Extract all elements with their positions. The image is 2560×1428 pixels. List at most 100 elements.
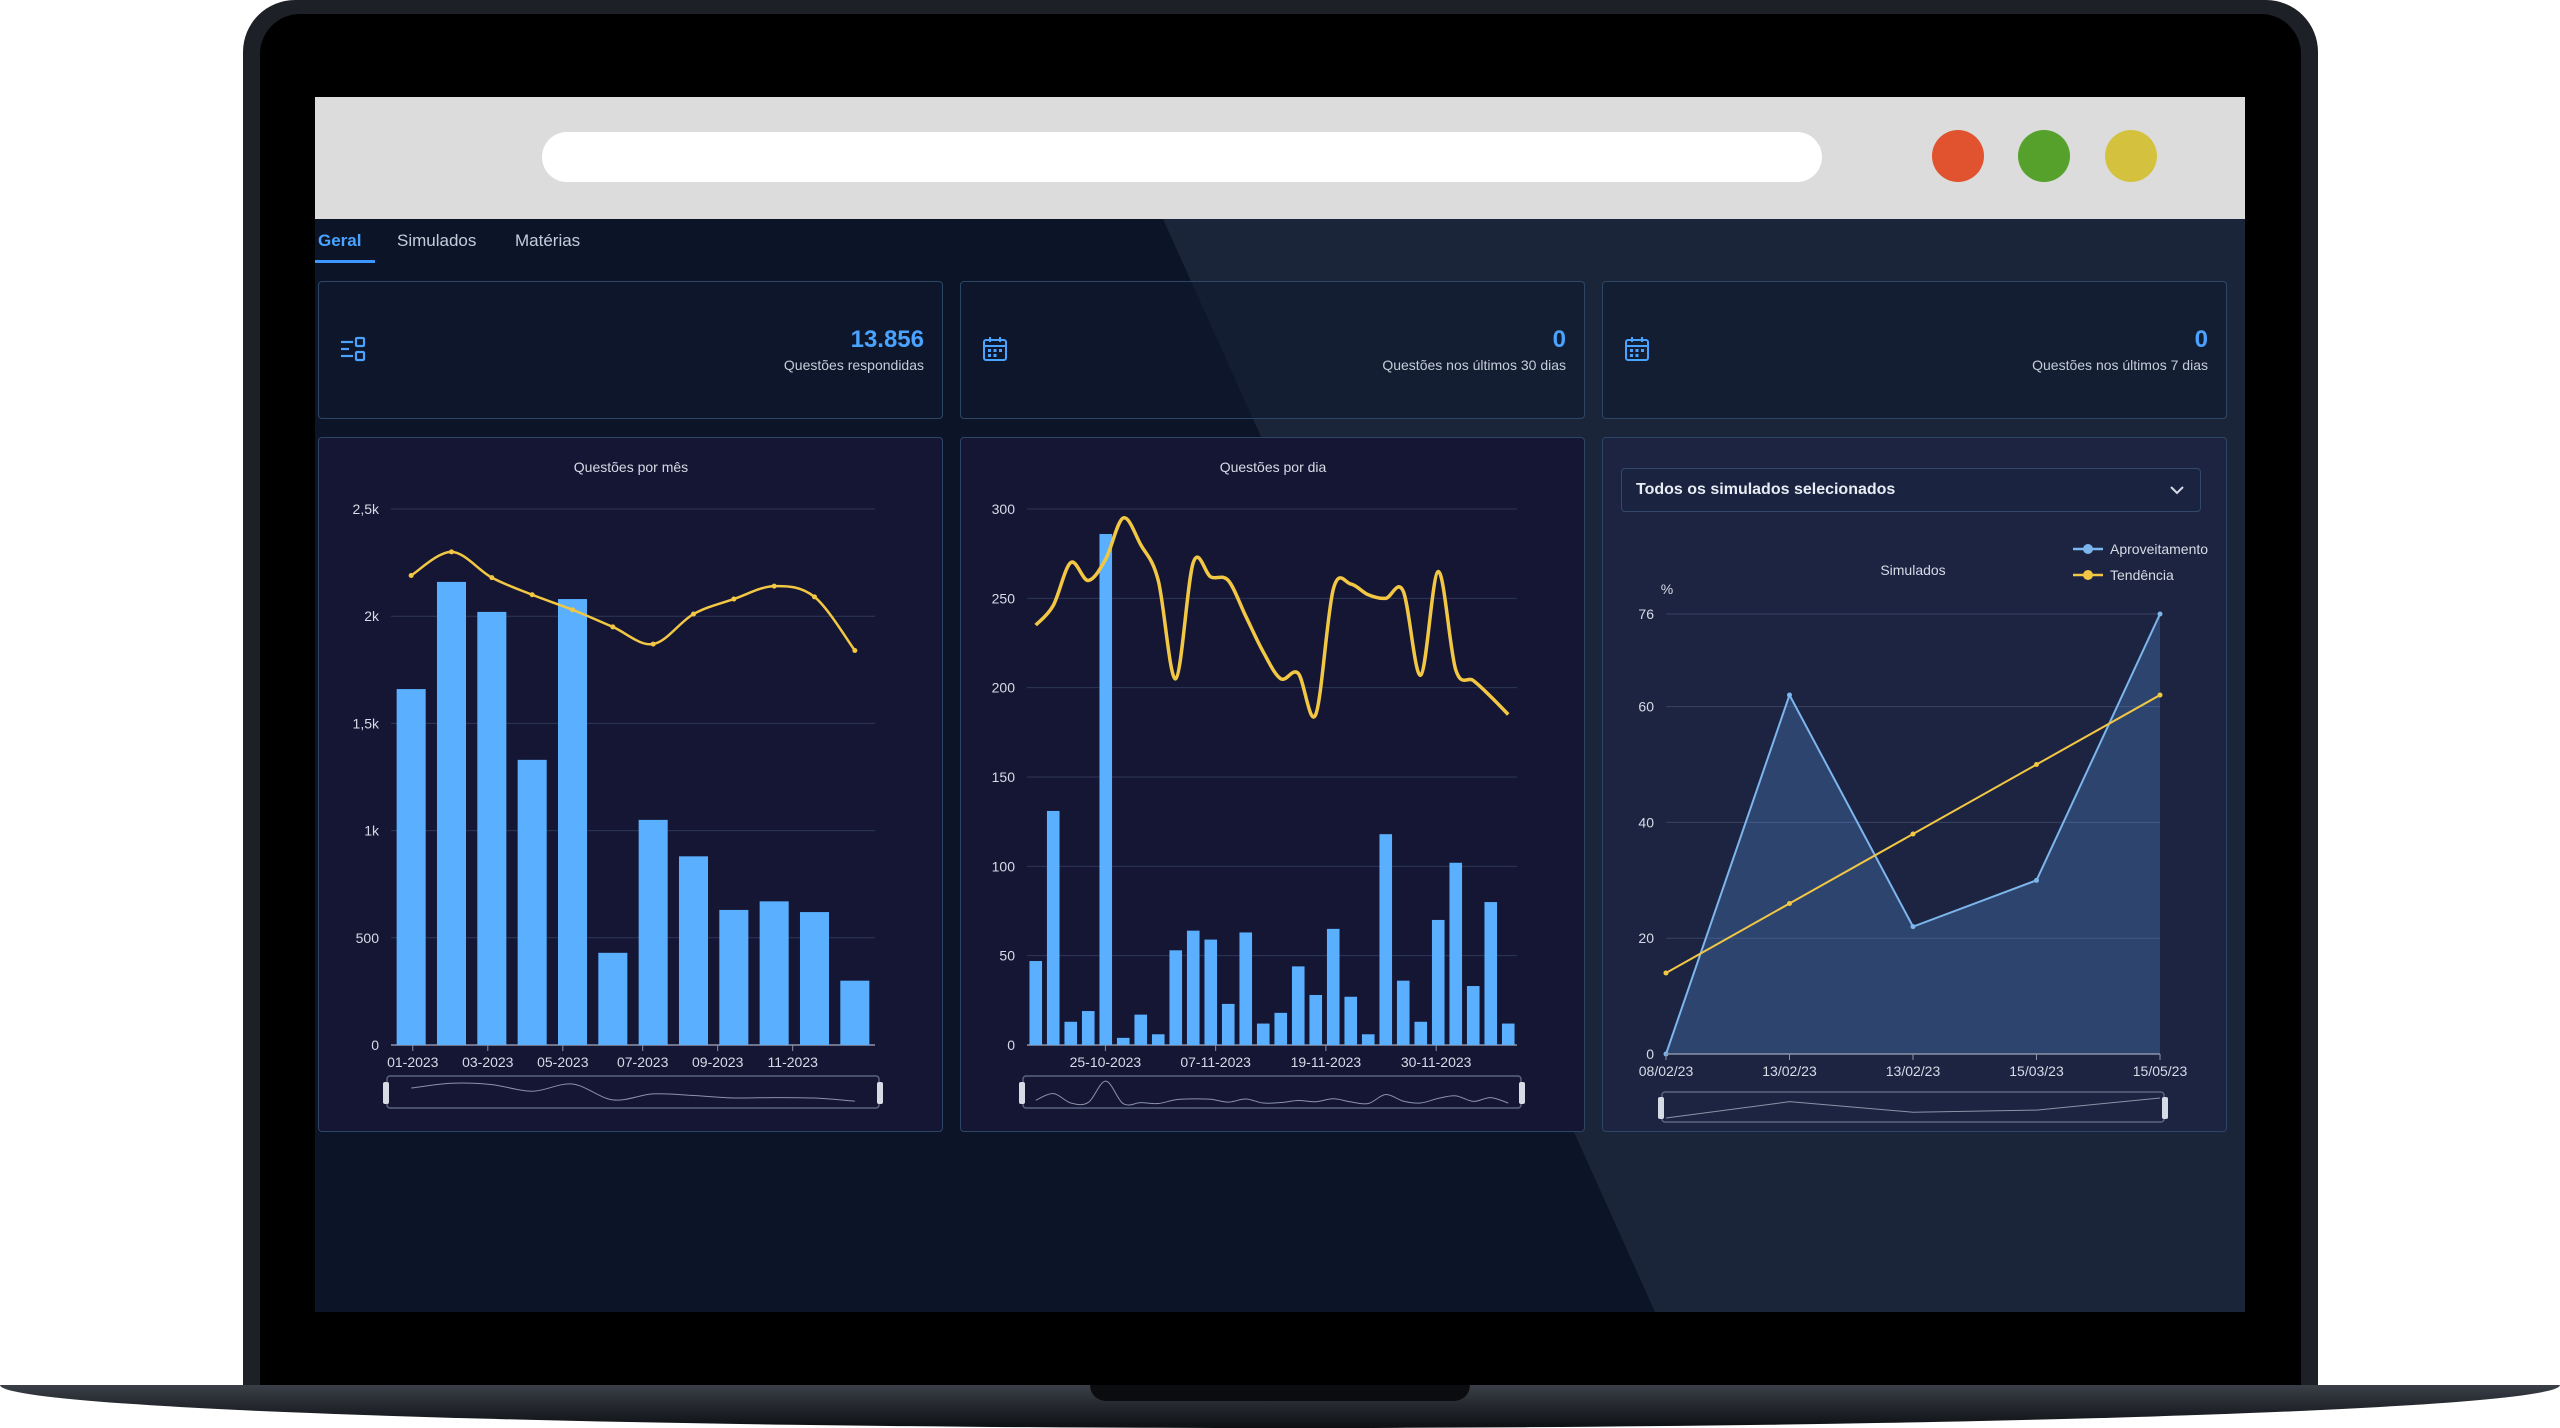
y-tick-label: 1k [364,823,380,839]
x-tick-label: 07-11-2023 [1180,1054,1251,1070]
stat-label: Questões nos últimos 7 dias [2032,357,2208,373]
y-tick-label: 200 [992,680,1016,696]
zoom-slider-track [1661,1091,2165,1123]
bar [1344,996,1358,1045]
aproveitamento-area [1666,614,2160,1054]
bar [598,952,628,1045]
chart-card-daily: Questões por dia 0 50 100 150 200 250 300 25-10-… [960,437,1585,1132]
bar [1484,902,1498,1045]
bar [1379,834,1393,1045]
x-tick-label: 15/05/23 [2133,1063,2188,1079]
chart-title: Simulados [1880,562,1945,578]
x-tick-label: 30-11-2023 [1401,1054,1472,1070]
trend-line [410,550,856,652]
bar [1256,1023,1270,1045]
bar [799,912,830,1045]
trend-point [771,583,777,589]
tab-simulados[interactable]: Simulados [397,231,477,250]
monthly-questions-chart: Questões por mês 0 500 1k 1,5k 2k 2,5k 01-2023 0… [353,459,883,1109]
bar [1274,1012,1288,1045]
chart-title: Questões por mês [574,459,688,475]
trend-point [408,572,414,578]
bar [638,819,668,1045]
zoom-slider-preview [1665,1097,2161,1119]
trend-point [731,596,737,602]
tendencia-point [1910,831,1916,837]
bar [1204,939,1218,1045]
trend-point [650,641,656,647]
tendencia-point [2157,692,2163,698]
y-tick-label: 60 [1638,699,1654,715]
trend-point [812,594,817,600]
bar [1169,950,1183,1045]
chevron-down-icon [2170,486,2184,495]
tendencia-point [1787,900,1792,906]
x-tick-label: 05-2023 [537,1054,589,1070]
x-tick-label: 08/02/23 [1639,1063,1694,1079]
x-tick-label: 09-2023 [692,1054,744,1070]
bar [1466,986,1480,1045]
zoom-slider-handle [1019,1082,1025,1104]
address-bar[interactable] [542,132,1822,182]
chart-card-simulados: Todos os simulados selecionados Simulado… [1602,437,2227,1132]
bar [719,909,749,1045]
tendencia-point [1663,970,1669,976]
zoom-slider-preview [411,1082,855,1102]
bar [1116,1037,1130,1045]
bar [1501,1023,1515,1045]
minimize-window-button[interactable] [2105,130,2157,182]
aproveitamento-point [2034,877,2039,883]
trend-point [610,624,616,630]
zoom-slider-handle [877,1082,883,1104]
stat-label: Questões nos últimos 30 dias [1382,357,1566,373]
bar [1309,994,1323,1045]
aproveitamento-point [2157,611,2163,617]
calendar-icon [983,337,1007,361]
x-tick-label: 11-2023 [768,1054,819,1070]
tab-geral[interactable]: Geral [318,231,362,250]
y-tick-label: 2,5k [353,501,380,517]
simulado-select-value: Todos os simulados selecionados [1636,481,1896,498]
screen: Geral Simulados Matérias 13.856 Questões… [315,97,2245,1312]
bar [840,980,870,1045]
trend-point [691,611,696,617]
bar [396,689,426,1045]
y-tick-label: 0 [1646,1046,1654,1062]
y-tick-label: 40 [1638,814,1654,830]
bar [1134,1014,1148,1045]
y-tick-label: 150 [992,769,1016,785]
x-tick-label: 19-11-2023 [1291,1054,1362,1070]
trend-point [449,549,454,555]
bar [436,581,467,1045]
trend-point [529,592,535,598]
trend-line [1034,516,1510,719]
y-tick-label: 100 [992,858,1016,874]
y-tick-label: 20 [1638,930,1654,946]
x-tick-label: 07-2023 [617,1054,669,1070]
bar [1326,928,1340,1045]
zoom-slider-preview [1035,1080,1509,1106]
legend-label: Tendência [2110,567,2174,583]
legend-label: Aproveitamento [2110,541,2208,557]
y-tick-label: 250 [992,590,1016,606]
chart-card-monthly: Questões por mês 0 500 1k 1,5k 2k 2,5k 01-2023 0… [318,437,943,1132]
dashboard: Geral Simulados Matérias 13.856 Questões… [315,219,2245,1312]
bar [517,759,547,1045]
bar [1291,966,1305,1045]
y-axis-label: % [1661,581,1673,597]
bar [1064,1021,1078,1045]
bar [1151,1034,1165,1045]
y-tick-label: 500 [356,930,380,946]
close-window-button[interactable] [1932,130,1984,182]
stat-card-total: 13.856 Questões respondidas [318,281,943,419]
stat-value: 0 [2194,326,2208,353]
tendencia-point [2034,762,2039,768]
stat-card-30-days: 0 Questões nos últimos 30 dias [960,281,1585,419]
bar [1081,1011,1095,1045]
simulado-select[interactable]: Todos os simulados selecionados [1621,468,2201,512]
maximize-window-button[interactable] [2018,130,2070,182]
tab-materias[interactable]: Matérias [515,231,581,250]
bar [678,856,709,1045]
simulados-chart: Simulados% 0 20 40 60 76 08/02/23 13/02/23 13/02… [1638,541,2208,1123]
calendar-icon [1625,337,1649,361]
